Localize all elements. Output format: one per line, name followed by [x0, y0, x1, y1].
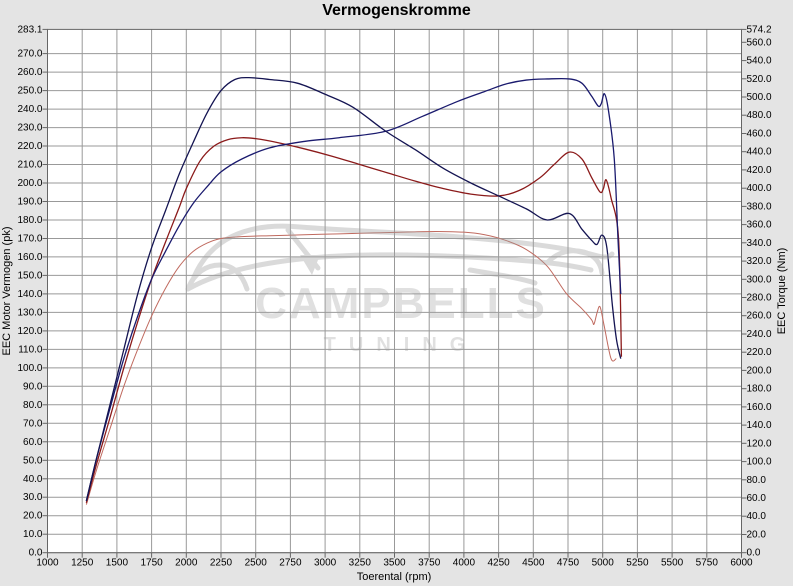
svg-text:230.0: 230.0	[17, 123, 42, 134]
svg-text:2750: 2750	[279, 558, 302, 569]
svg-text:80.0: 80.0	[23, 400, 43, 411]
svg-text:380.0: 380.0	[747, 201, 772, 212]
svg-text:270.0: 270.0	[17, 49, 42, 60]
svg-text:60.0: 60.0	[747, 493, 767, 504]
svg-text:2500: 2500	[245, 558, 268, 569]
svg-text:574.2: 574.2	[747, 24, 772, 35]
svg-text:260.0: 260.0	[747, 311, 772, 322]
svg-text:520.0: 520.0	[747, 74, 772, 85]
svg-text:Toerental (rpm): Toerental (rpm)	[357, 571, 432, 583]
svg-text:4000: 4000	[453, 558, 476, 569]
svg-text:30.0: 30.0	[23, 492, 43, 503]
svg-text:240.0: 240.0	[747, 329, 772, 340]
svg-text:4250: 4250	[487, 558, 510, 569]
svg-text:5250: 5250	[626, 558, 649, 569]
svg-text:160.0: 160.0	[17, 252, 42, 263]
svg-text:1750: 1750	[140, 558, 163, 569]
svg-text:170.0: 170.0	[17, 234, 42, 245]
svg-text:CAMPBELLS: CAMPBELLS	[255, 279, 547, 328]
svg-text:190.0: 190.0	[17, 197, 42, 208]
svg-text:1250: 1250	[71, 558, 94, 569]
svg-text:140.0: 140.0	[747, 420, 772, 431]
svg-text:110.0: 110.0	[18, 344, 43, 355]
svg-text:2250: 2250	[210, 558, 233, 569]
svg-text:283.1: 283.1	[17, 24, 42, 35]
svg-text:90.0: 90.0	[23, 381, 43, 392]
svg-text:480.0: 480.0	[747, 110, 772, 121]
svg-text:5750: 5750	[696, 558, 719, 569]
svg-text:20.0: 20.0	[23, 511, 43, 522]
svg-text:120.0: 120.0	[747, 438, 772, 449]
svg-text:EEC Motor Vermogen (pk): EEC Motor Vermogen (pk)	[1, 227, 13, 356]
svg-text:540.0: 540.0	[747, 56, 772, 67]
svg-text:200.0: 200.0	[747, 365, 772, 376]
svg-text:100.0: 100.0	[17, 363, 42, 374]
svg-text:1000: 1000	[36, 558, 59, 569]
svg-text:3000: 3000	[314, 558, 337, 569]
svg-text:EEC Torque (Nm): EEC Torque (Nm)	[776, 248, 788, 335]
svg-text:280.0: 280.0	[747, 293, 772, 304]
svg-text:4500: 4500	[522, 558, 545, 569]
svg-text:5500: 5500	[661, 558, 684, 569]
svg-text:220.0: 220.0	[747, 347, 772, 358]
svg-text:200.0: 200.0	[17, 178, 42, 189]
svg-text:180.0: 180.0	[17, 215, 42, 226]
svg-text:120.0: 120.0	[17, 326, 42, 337]
svg-text:400.0: 400.0	[747, 183, 772, 194]
svg-text:340.0: 340.0	[747, 238, 772, 249]
svg-text:3500: 3500	[383, 558, 406, 569]
svg-text:100.0: 100.0	[747, 457, 772, 468]
svg-text:360.0: 360.0	[747, 220, 772, 231]
svg-text:130.0: 130.0	[17, 307, 42, 318]
svg-text:40.0: 40.0	[747, 511, 767, 522]
svg-text:3250: 3250	[349, 558, 372, 569]
svg-text:210.0: 210.0	[17, 160, 42, 171]
svg-text:300.0: 300.0	[747, 274, 772, 285]
svg-text:240.0: 240.0	[17, 104, 42, 115]
svg-text:140.0: 140.0	[17, 289, 42, 300]
svg-text:80.0: 80.0	[747, 475, 767, 486]
svg-text:5000: 5000	[592, 558, 615, 569]
svg-text:4750: 4750	[557, 558, 580, 569]
svg-text:180.0: 180.0	[747, 384, 772, 395]
svg-text:40.0: 40.0	[23, 474, 43, 485]
svg-text:460.0: 460.0	[747, 129, 772, 140]
svg-text:220.0: 220.0	[17, 141, 42, 152]
svg-text:160.0: 160.0	[747, 402, 772, 413]
svg-text:6000: 6000	[730, 558, 753, 569]
svg-text:50.0: 50.0	[23, 455, 43, 466]
svg-text:3750: 3750	[418, 558, 441, 569]
svg-text:2000: 2000	[175, 558, 198, 569]
svg-text:150.0: 150.0	[17, 270, 42, 281]
svg-text:320.0: 320.0	[747, 256, 772, 267]
svg-text:10.0: 10.0	[23, 529, 43, 540]
svg-text:TUNING: TUNING	[324, 334, 479, 356]
svg-text:1500: 1500	[106, 558, 129, 569]
svg-text:60.0: 60.0	[23, 437, 43, 448]
svg-text:260.0: 260.0	[17, 67, 42, 78]
svg-text:500.0: 500.0	[747, 92, 772, 103]
svg-text:250.0: 250.0	[17, 86, 42, 97]
svg-text:420.0: 420.0	[747, 165, 772, 176]
svg-text:440.0: 440.0	[747, 147, 772, 158]
svg-text:560.0: 560.0	[747, 37, 772, 48]
svg-text:20.0: 20.0	[747, 530, 767, 541]
svg-text:70.0: 70.0	[23, 418, 43, 429]
